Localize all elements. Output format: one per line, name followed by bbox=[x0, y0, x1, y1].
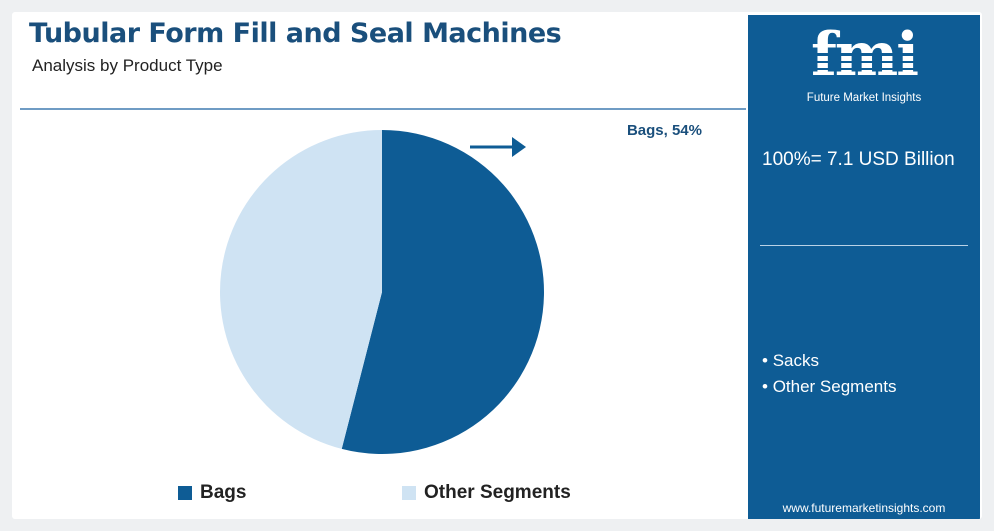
legend-swatch-bags bbox=[178, 486, 192, 500]
pie-chart: Bags, 54% bbox=[220, 122, 702, 454]
segment-item-other-segments: Other Segments bbox=[762, 374, 897, 400]
fmi-logo: fmi bbox=[793, 25, 935, 90]
website-url: www.futuremarketinsights.com bbox=[782, 501, 946, 515]
legend-label-other-segments: Other Segments bbox=[424, 482, 571, 503]
side-panel: fmi Future Market Insights 100%= 7.1 USD… bbox=[748, 15, 980, 519]
svg-text:fmi: fmi bbox=[811, 25, 918, 90]
chart-card: Tubular Form Fill and Seal Machines Anal… bbox=[12, 12, 982, 519]
segment-list: Sacks Other Segments bbox=[762, 348, 897, 400]
logo-caption: Future Market Insights bbox=[806, 92, 922, 104]
title-divider bbox=[20, 108, 746, 110]
pie-slice-bags bbox=[341, 130, 544, 454]
segment-item-sacks: Sacks bbox=[762, 348, 896, 374]
legend-item-other-segments: Other Segments bbox=[402, 482, 571, 504]
chart-subtitle: Analysis by Product Type bbox=[32, 56, 223, 75]
legend-item-bags: Bags bbox=[178, 482, 246, 504]
market-total: 100%= 7.1 USD Billion bbox=[762, 149, 955, 170]
panel-divider bbox=[760, 245, 968, 246]
data-label-bags: Bags, 54% bbox=[627, 122, 702, 139]
legend-label-bags: Bags bbox=[200, 482, 247, 503]
callout-arrow-icon bbox=[512, 137, 526, 157]
pie-slice-other-segments bbox=[220, 130, 382, 449]
legend-swatch-other-segments bbox=[402, 486, 416, 500]
chart-title: Tubular Form Fill and Seal Machines bbox=[29, 18, 562, 49]
